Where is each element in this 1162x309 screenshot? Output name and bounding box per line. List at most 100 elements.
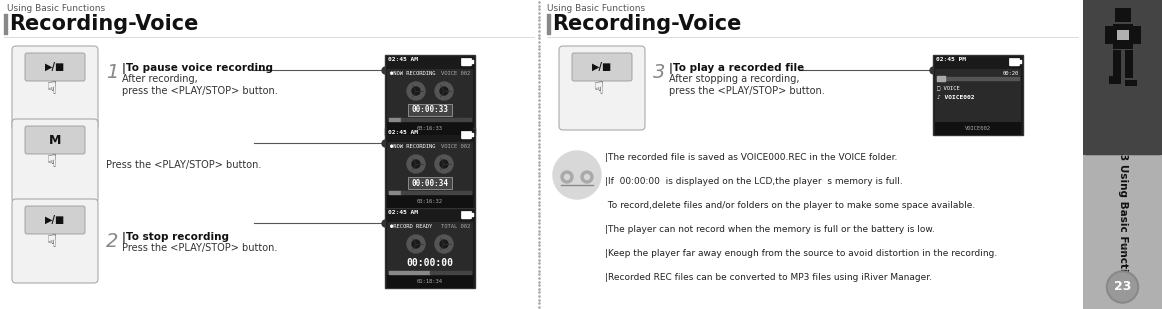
Text: 00:20: 00:20 <box>1003 71 1019 76</box>
Bar <box>1083 0 1162 309</box>
Text: ♪ VOICE002: ♪ VOICE002 <box>937 95 975 100</box>
Bar <box>1112 50 1120 78</box>
Circle shape <box>1109 273 1136 301</box>
Text: 00:00:00: 00:00:00 <box>407 258 453 268</box>
Text: VOICE002: VOICE002 <box>964 126 991 131</box>
Bar <box>1133 26 1140 44</box>
FancyBboxPatch shape <box>26 53 85 81</box>
FancyBboxPatch shape <box>387 222 473 275</box>
Circle shape <box>407 235 425 253</box>
FancyBboxPatch shape <box>387 122 473 135</box>
FancyBboxPatch shape <box>387 195 473 208</box>
Circle shape <box>565 175 569 180</box>
Text: After recording,: After recording, <box>122 74 198 84</box>
Circle shape <box>584 175 589 180</box>
Text: ☟: ☟ <box>46 80 57 98</box>
Bar <box>1125 50 1133 78</box>
FancyBboxPatch shape <box>387 142 473 195</box>
Text: ☟: ☟ <box>46 153 57 171</box>
Text: VOICE 002: VOICE 002 <box>440 71 469 76</box>
Text: ▶/■: ▶/■ <box>591 62 612 72</box>
Text: 3 Using Basic Functions: 3 Using Basic Functions <box>1118 153 1127 292</box>
FancyBboxPatch shape <box>933 55 1023 135</box>
Text: Using Basic Functions: Using Basic Functions <box>547 4 645 13</box>
FancyBboxPatch shape <box>935 122 1021 135</box>
Bar <box>1114 8 1131 22</box>
Text: 01:18:34: 01:18:34 <box>417 279 443 284</box>
FancyBboxPatch shape <box>387 275 473 288</box>
FancyBboxPatch shape <box>12 46 98 130</box>
Text: 02:45 AM: 02:45 AM <box>388 210 418 215</box>
FancyBboxPatch shape <box>385 128 475 208</box>
FancyBboxPatch shape <box>387 69 473 122</box>
Text: |The recorded file is saved as VOICE000.REC in the VOICE folder.: |The recorded file is saved as VOICE000.… <box>605 153 897 162</box>
Text: ▶/■: ▶/■ <box>45 215 65 225</box>
Circle shape <box>407 82 425 100</box>
FancyBboxPatch shape <box>559 46 645 130</box>
Circle shape <box>561 171 573 183</box>
Text: |The player can not record when the memory is full or the battery is low.: |The player can not record when the memo… <box>605 225 934 234</box>
Bar <box>1117 30 1128 40</box>
Text: 03:16:32: 03:16:32 <box>417 199 443 204</box>
Text: □ VOICE: □ VOICE <box>937 85 960 90</box>
Text: 1: 1 <box>106 63 119 82</box>
Circle shape <box>553 151 601 199</box>
Circle shape <box>413 87 419 95</box>
FancyBboxPatch shape <box>408 177 452 189</box>
Text: 2: 2 <box>106 232 119 251</box>
Text: 02:45 PM: 02:45 PM <box>937 57 966 62</box>
Text: press the <PLAY/STOP> button.: press the <PLAY/STOP> button. <box>669 86 825 96</box>
FancyBboxPatch shape <box>12 119 98 203</box>
Circle shape <box>435 235 453 253</box>
Text: 02:45 AM: 02:45 AM <box>388 57 418 62</box>
FancyBboxPatch shape <box>385 208 475 288</box>
Text: Recording-Voice: Recording-Voice <box>9 14 199 34</box>
Text: |To pause voice recording: |To pause voice recording <box>122 63 273 74</box>
FancyBboxPatch shape <box>572 53 632 81</box>
Text: M: M <box>49 133 62 146</box>
Text: ●RECORD READY: ●RECORD READY <box>390 224 432 229</box>
Circle shape <box>440 240 449 248</box>
FancyBboxPatch shape <box>26 126 85 154</box>
Text: VOICE 002: VOICE 002 <box>440 144 469 149</box>
Text: |To stop recording: |To stop recording <box>122 232 229 243</box>
Text: Recording-Voice: Recording-Voice <box>552 14 741 34</box>
Text: |To play a recorded file: |To play a recorded file <box>669 63 804 74</box>
Text: 00:00:33: 00:00:33 <box>411 105 449 115</box>
Text: 23: 23 <box>1114 281 1131 294</box>
Bar <box>1125 80 1136 86</box>
Text: Press the <PLAY/STOP> button.: Press the <PLAY/STOP> button. <box>106 160 261 170</box>
Circle shape <box>435 155 453 173</box>
Text: ●NOW RECORDING: ●NOW RECORDING <box>390 144 436 149</box>
Text: After stopping a recording,: After stopping a recording, <box>669 74 799 84</box>
Circle shape <box>407 155 425 173</box>
Circle shape <box>440 160 449 168</box>
Text: |If  00:00:00  is displayed on the LCD,the player  s memory is full.: |If 00:00:00 is displayed on the LCD,the… <box>605 177 903 186</box>
FancyBboxPatch shape <box>12 199 98 283</box>
Text: Using Basic Functions: Using Basic Functions <box>7 4 105 13</box>
Text: |: | <box>1122 241 1127 254</box>
Text: 02:45 AM: 02:45 AM <box>388 130 418 135</box>
Text: TOTAL 002: TOTAL 002 <box>440 224 469 229</box>
Circle shape <box>1106 271 1139 303</box>
FancyBboxPatch shape <box>26 206 85 234</box>
FancyBboxPatch shape <box>935 69 1021 122</box>
Circle shape <box>413 160 419 168</box>
Text: ☟: ☟ <box>46 233 57 251</box>
Text: 00:00:34: 00:00:34 <box>411 179 449 188</box>
Text: press the <PLAY/STOP> button.: press the <PLAY/STOP> button. <box>122 86 278 96</box>
FancyBboxPatch shape <box>385 55 475 135</box>
FancyBboxPatch shape <box>408 104 452 116</box>
Text: ▶/■: ▶/■ <box>45 62 65 72</box>
Text: Press the <PLAY/STOP> button.: Press the <PLAY/STOP> button. <box>122 243 278 253</box>
Text: ☟: ☟ <box>594 80 604 98</box>
Circle shape <box>413 240 419 248</box>
Bar <box>1112 24 1133 49</box>
Text: |Recorded REC files can be converted to MP3 files using iRiver Manager.: |Recorded REC files can be converted to … <box>605 273 932 282</box>
Circle shape <box>440 87 449 95</box>
Bar <box>1109 76 1120 84</box>
Circle shape <box>435 82 453 100</box>
Text: 3: 3 <box>653 63 666 82</box>
Bar <box>1105 26 1112 44</box>
Text: |Keep the player far away enough from the source to avoid distortion in the reco: |Keep the player far away enough from th… <box>605 249 997 258</box>
